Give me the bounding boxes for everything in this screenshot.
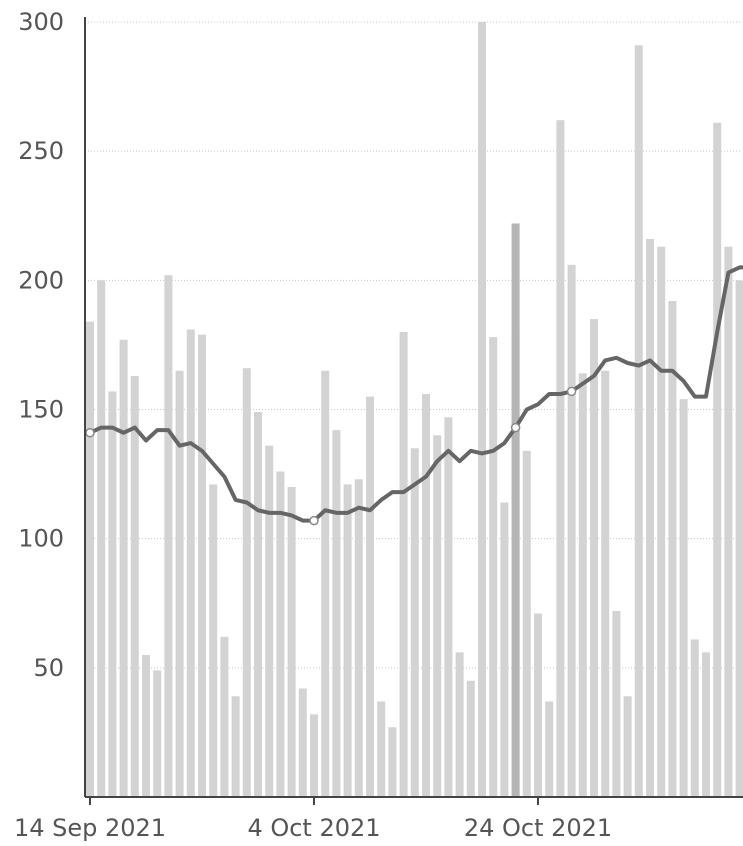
bar-2021-10-18 — [466, 680, 475, 797]
bar-2021-09-15 — [97, 280, 106, 797]
bar-2021-09-19 — [142, 654, 150, 797]
y-tick-label-50: 50 — [33, 654, 64, 682]
x-tick-label-1: 4 Oct 2021 — [247, 814, 380, 842]
bar-2021-10-13 — [410, 448, 419, 797]
bar-2021-09-21 — [164, 275, 173, 798]
bar-2021-11-05 — [668, 301, 677, 797]
bar-2021-11-09 — [713, 122, 722, 797]
bar-2021-10-25 — [545, 701, 554, 797]
y-tick-label-250: 250 — [18, 137, 64, 165]
bar-2021-10-29 — [590, 319, 598, 797]
bar-2021-10-28 — [578, 373, 587, 797]
y-tick-label-100: 100 — [18, 525, 64, 553]
x-tick-label-0: 14 Sep 2021 — [14, 814, 166, 842]
bar-2021-10-17 — [455, 652, 464, 797]
bar-2021-09-26 — [220, 636, 229, 797]
bar-2021-11-02 — [634, 45, 643, 797]
bar-2021-09-20 — [153, 670, 162, 797]
y-tick-label-200: 200 — [18, 266, 64, 294]
line-marker-2021-10-22 — [510, 422, 521, 433]
x-axis-tick-labels: 14 Sep 2021 4 Oct 2021 24 Oct 2021 — [14, 797, 612, 842]
bar-2021-09-17 — [119, 339, 128, 797]
x-tick-label-2: 24 Oct 2021 — [464, 814, 612, 842]
bar-2021-10-11 — [388, 727, 397, 797]
highlighted-bar — [511, 223, 520, 797]
y-tick-label-300: 300 — [18, 8, 64, 36]
bar-2021-11-01 — [623, 696, 632, 797]
bar-2021-10-14 — [422, 394, 430, 797]
bar-2021-10-03 — [298, 688, 307, 797]
bar-series — [86, 22, 743, 798]
line-marker-2021-10-27 — [566, 386, 577, 397]
average-line-series — [85, 265, 743, 526]
bar-2021-10-12 — [399, 332, 408, 797]
bar-2021-09-16 — [108, 391, 117, 797]
bar-2021-10-20 — [489, 337, 498, 797]
bar-2021-10-07 — [343, 484, 352, 797]
bar-2021-10-10 — [377, 701, 386, 797]
bar-2021-10-06 — [332, 430, 341, 797]
bar-2021-10-08 — [354, 479, 363, 797]
bar-2021-10-30 — [601, 370, 610, 797]
bar-2021-09-27 — [231, 696, 240, 797]
axes — [84, 17, 743, 798]
bar-2021-10-27 — [567, 264, 576, 797]
bar-2021-10-09 — [366, 396, 374, 797]
bar-2021-11-07 — [690, 639, 699, 797]
bar-2021-09-29 — [254, 412, 262, 797]
bar-2021-10-21 — [500, 502, 509, 797]
bar-2021-10-19 — [478, 22, 486, 797]
bar-2021-09-28 — [242, 368, 251, 797]
bar-2021-10-05 — [321, 370, 330, 797]
bar-2021-09-23 — [186, 329, 195, 797]
bar-2021-09-14 — [86, 321, 94, 797]
bar-2021-09-30 — [265, 445, 274, 797]
bar-2021-10-23 — [522, 450, 531, 797]
bar-2021-09-24 — [198, 334, 206, 797]
bar-2021-11-11 — [735, 280, 743, 797]
y-axis-tick-labels: 50 100 150 200 250 300 — [18, 8, 64, 682]
bar-2021-11-06 — [679, 399, 688, 797]
bar-2021-10-04 — [310, 714, 318, 797]
bar-2021-09-22 — [175, 370, 184, 797]
bar-2021-10-01 — [276, 471, 285, 797]
bar-2021-10-15 — [433, 435, 442, 797]
bar-2021-11-08 — [702, 652, 710, 797]
y-tick-label-150: 150 — [18, 396, 64, 424]
bar-2021-10-26 — [556, 120, 565, 797]
bar-2021-10-24 — [534, 613, 542, 797]
bar-2021-10-02 — [287, 487, 296, 797]
bar-2021-11-04 — [657, 246, 666, 797]
average-line — [88, 265, 743, 523]
bar-2021-09-25 — [209, 484, 218, 797]
bar-2021-09-18 — [130, 375, 139, 797]
bar-2021-11-10 — [724, 246, 733, 797]
bar-2021-10-16 — [444, 417, 453, 797]
line-marker-2021-09-14 — [85, 428, 95, 438]
bar-2021-10-31 — [612, 611, 621, 797]
line-marker-2021-10-04 — [309, 515, 319, 526]
bar-2021-11-03 — [646, 239, 654, 797]
